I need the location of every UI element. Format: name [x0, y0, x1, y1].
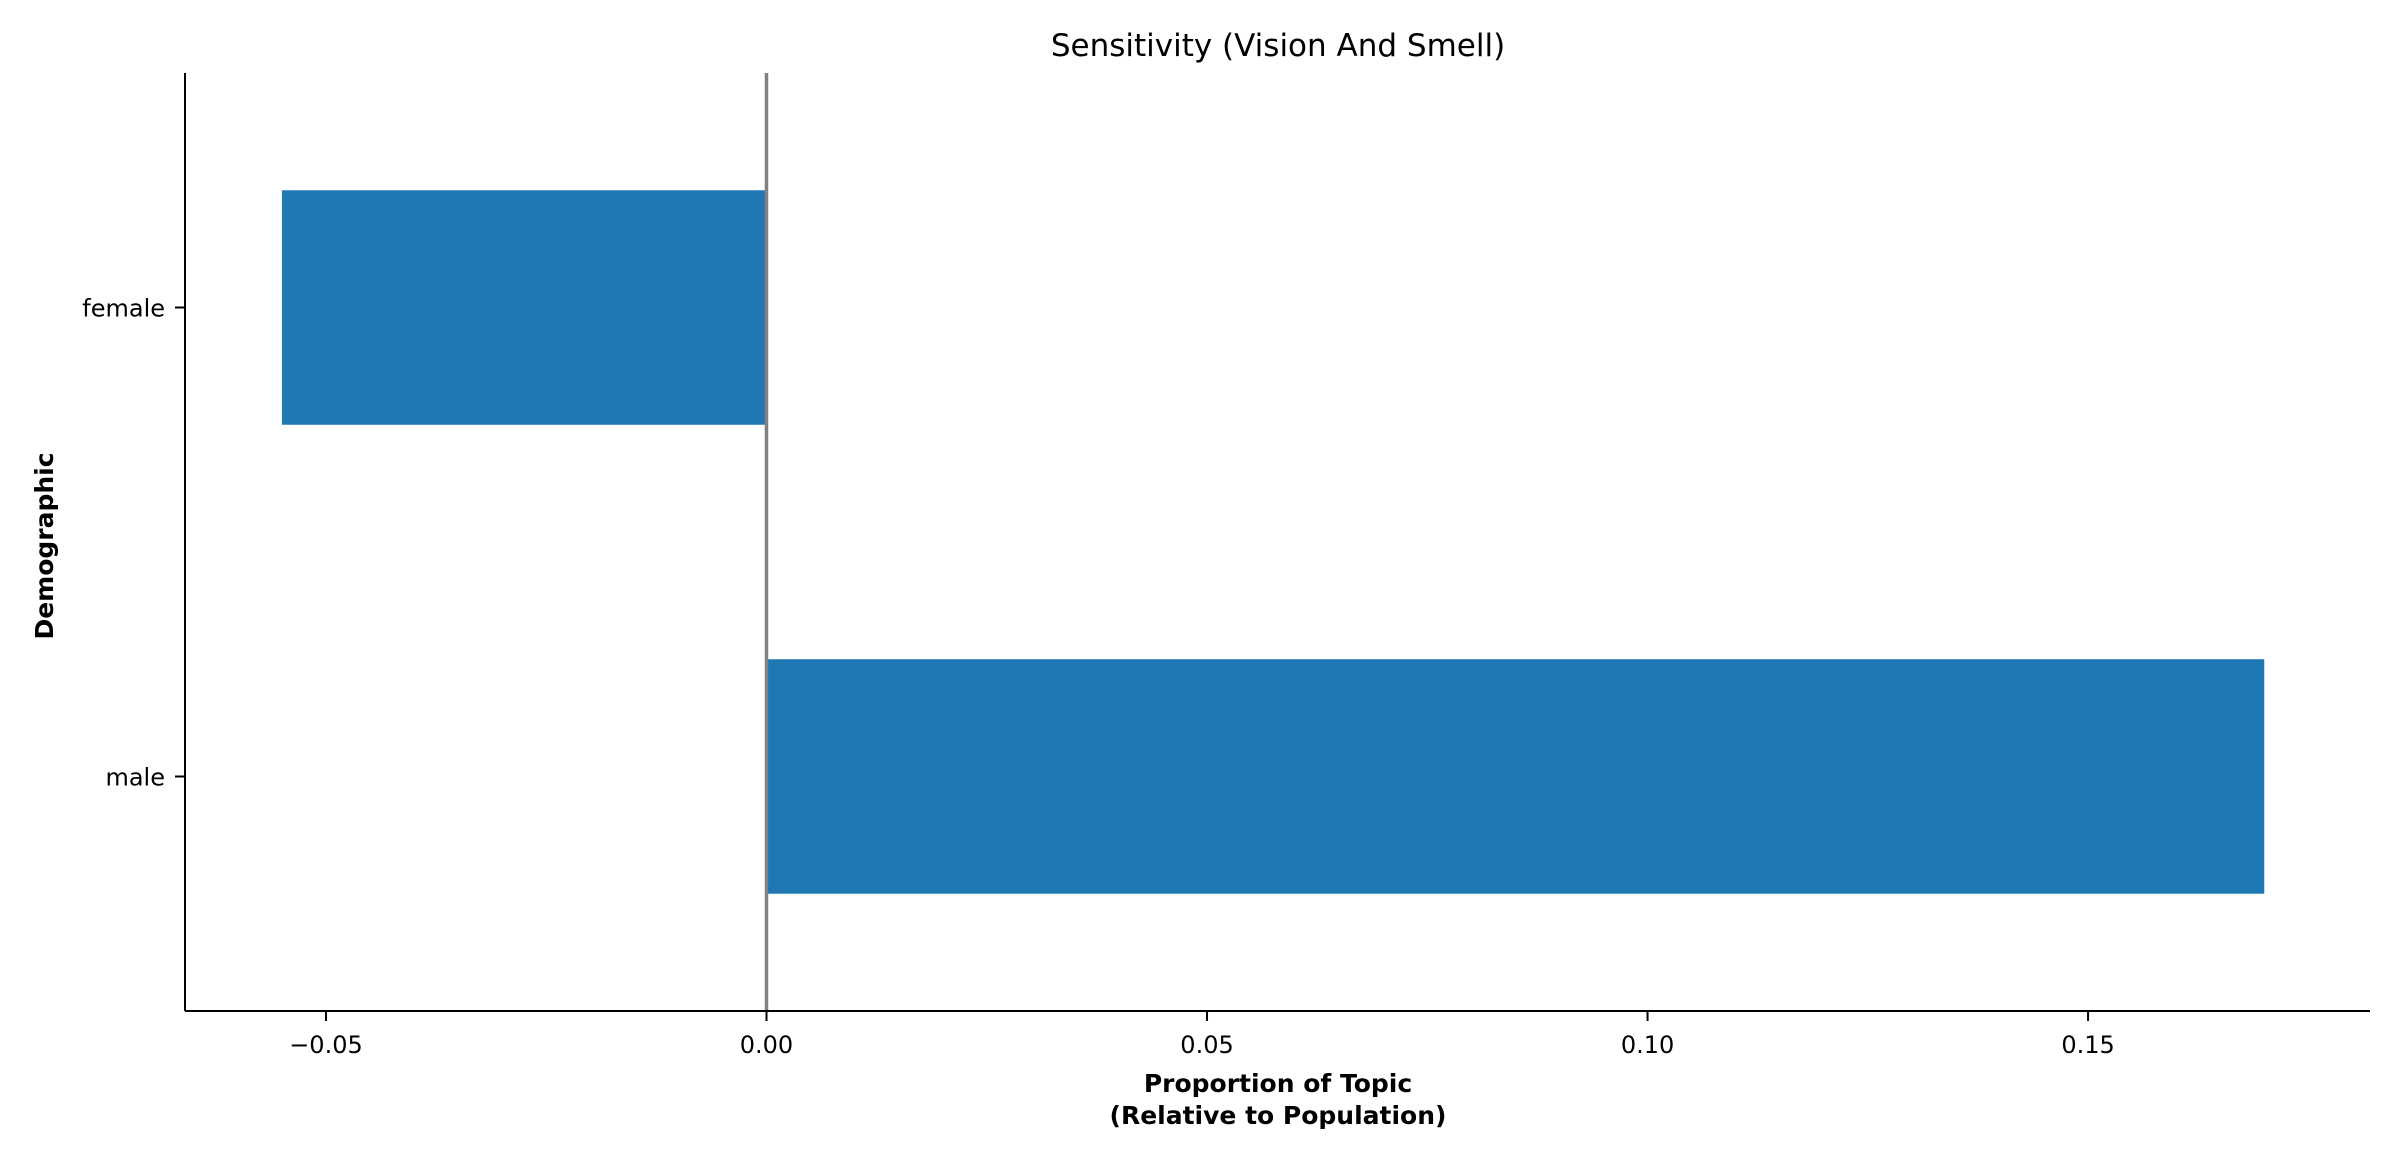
bars-group	[281, 190, 2265, 894]
axes-group	[184, 73, 2370, 1012]
chart-title: Sensitivity (Vision And Smell)	[1051, 28, 1505, 64]
x-tick-label: 0.00	[740, 1031, 793, 1059]
x-ticks-group: −0.05 0.00 0.05 0.10 0.15	[289, 1011, 2115, 1059]
x-tick-label: 0.05	[1180, 1031, 1233, 1059]
x-tick-label: 0.10	[1621, 1031, 1674, 1059]
y-tick-label-female: female	[82, 295, 165, 323]
x-axis-label-line-1: Proportion of Topic	[1144, 1069, 1412, 1098]
x-tick-label: 0.15	[2061, 1031, 2114, 1059]
y-axis-label: Demographic	[30, 452, 59, 639]
bar-female	[281, 190, 767, 425]
bar-male	[766, 659, 2265, 894]
y-tick-label-male: male	[105, 764, 165, 792]
x-axis-label-line-2: (Relative to Population)	[1110, 1101, 1447, 1130]
y-ticks-group: female male	[82, 295, 185, 792]
x-tick-label: −0.05	[289, 1031, 363, 1059]
